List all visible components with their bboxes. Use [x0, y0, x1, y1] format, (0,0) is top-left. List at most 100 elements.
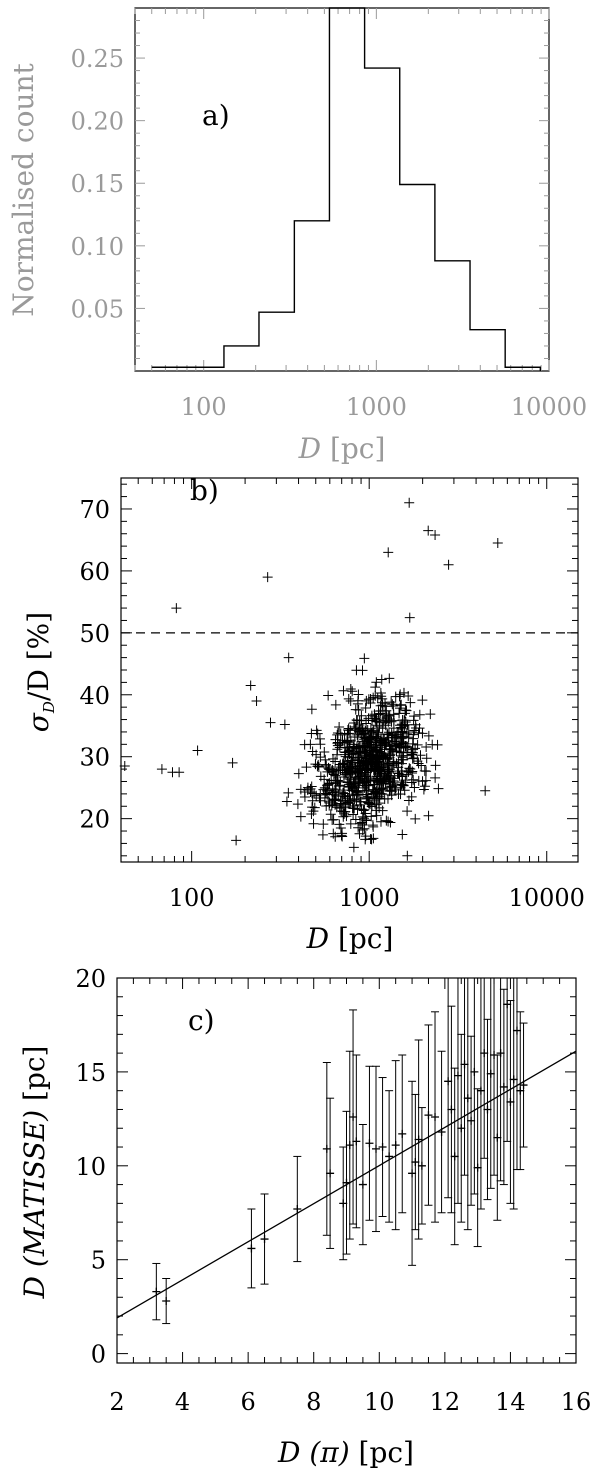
data-point [382, 729, 393, 740]
data-point [409, 782, 420, 793]
data-point [306, 809, 317, 820]
panel-c-xlabel-unit: [pc] [359, 1436, 414, 1469]
data-point [387, 777, 398, 788]
data-point [371, 677, 382, 688]
panel-b-ylabel-sub: D [40, 701, 58, 714]
data-point [344, 742, 355, 753]
data-point [349, 1112, 358, 1121]
data-point [430, 772, 441, 783]
data-point [385, 1152, 394, 1161]
data-point [315, 789, 326, 800]
panel-b-points [119, 497, 503, 861]
x-tick-label: 14 [495, 1388, 526, 1416]
data-point [350, 814, 361, 825]
data-point [371, 794, 382, 805]
data-point [408, 729, 419, 740]
data-point [320, 754, 331, 765]
errorbar-point [411, 1093, 420, 1231]
data-point [383, 547, 394, 558]
panel-a-letter: a) [202, 99, 230, 132]
data-point [323, 796, 334, 807]
y-tick-label: 30 [79, 744, 110, 772]
data-point [358, 777, 369, 788]
data-point [405, 764, 416, 775]
data-point [339, 738, 350, 749]
data-point [335, 822, 346, 833]
x-tick-label: 10 [364, 1388, 395, 1416]
data-point [335, 780, 346, 791]
data-point [324, 778, 335, 789]
data-point [305, 783, 316, 794]
data-point [384, 673, 395, 684]
data-point [406, 747, 417, 758]
data-point [397, 769, 408, 780]
errorbar-point [467, 1035, 476, 1206]
data-point [333, 789, 344, 800]
data-point [283, 652, 294, 663]
y-tick-label: 0.15 [71, 170, 124, 198]
data-point [370, 805, 381, 816]
data-point [357, 817, 368, 828]
data-point [119, 761, 130, 771]
errorbar-point [473, 1088, 482, 1248]
panel-a-frame [134, 7, 550, 372]
data-point [417, 776, 428, 787]
panel-c-letter: c) [188, 1004, 215, 1037]
data-point [457, 1124, 466, 1133]
data-point [364, 751, 375, 762]
data-point [387, 699, 398, 710]
data-point [397, 752, 408, 763]
errorbar-point [480, 978, 489, 1159]
data-point [415, 750, 426, 761]
errorbar-point [349, 1009, 358, 1225]
errorbar-point [450, 1067, 459, 1246]
data-point [327, 787, 338, 798]
data-point [295, 784, 306, 795]
data-point [423, 525, 434, 536]
data-point [345, 795, 356, 806]
errorbar-point [444, 978, 453, 1199]
y-tick-label: 10 [75, 1153, 106, 1181]
data-point [463, 1094, 472, 1103]
data-point [506, 1097, 515, 1106]
data-point [404, 497, 415, 508]
data-point [293, 768, 304, 779]
data-point [393, 757, 404, 768]
data-point [353, 786, 364, 797]
x-tick-label: 100 [169, 884, 215, 912]
data-point [430, 529, 441, 540]
data-point [341, 811, 352, 822]
errorbar-point [260, 1193, 269, 1285]
data-point [355, 818, 366, 829]
data-point [363, 780, 374, 791]
data-point [391, 1141, 400, 1150]
errorbar-point [326, 1097, 335, 1249]
data-point [325, 809, 336, 820]
data-point [359, 813, 370, 824]
panel-b-ylabel-main: σ [22, 712, 55, 732]
data-point [339, 808, 350, 819]
data-point [262, 572, 273, 583]
panel-a-histogram: 100 1000 10000 0.05 0.10 0.15 0.20 0.25 a) Nor… [7, 7, 587, 465]
panel-c-ylabel-unit: [pc] [18, 1046, 51, 1101]
data-point [305, 739, 316, 750]
data-point [371, 810, 382, 821]
errorbar-point [372, 1065, 381, 1233]
data-point [335, 765, 346, 776]
data-point [492, 538, 503, 549]
data-point [417, 1161, 426, 1170]
data-point [411, 1158, 420, 1167]
data-point [378, 1143, 387, 1152]
data-point [281, 796, 292, 807]
data-point [318, 819, 329, 830]
y-tick-label: 5 [91, 1247, 106, 1275]
data-point [330, 831, 341, 842]
data-point [156, 764, 167, 775]
data-point [499, 1082, 508, 1091]
data-point [385, 817, 396, 828]
panel-b-y-axis-label: σD/D [%] [22, 612, 58, 732]
panel-b-x-tick-labels: 100 1000 10000 [169, 884, 585, 912]
data-point [376, 674, 387, 685]
data-point [376, 788, 387, 799]
data-point [174, 767, 185, 778]
